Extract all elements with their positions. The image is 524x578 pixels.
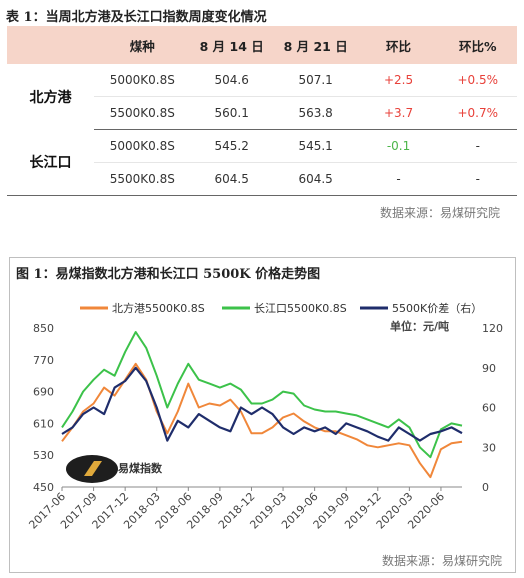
unit-label: 单位：元/吨 [390,319,449,333]
right-tick-label: 30 [482,441,496,454]
cell-aug14: 604.5 [190,162,273,196]
header-pct: 环比% [438,26,517,64]
table-source: 数据来源：易煤研究院 [380,206,501,220]
cell-pct: +0.5% [438,64,517,97]
cell-aug21: 604.5 [272,162,359,196]
cell-aug21: 545.1 [272,129,359,163]
chart-frame: 图 1：易煤指数北方港和长江口 5500K 价格走势图 450 530 610 690… [9,257,516,573]
header-chg: 环比 [358,26,439,64]
table-header-row: 煤种 8 月 14 日 8 月 21 日 环比 环比% [7,26,517,64]
right-tick-label: 90 [482,362,496,375]
cell-aug14: 504.6 [190,64,273,97]
price-change-table: 煤种 8 月 14 日 8 月 21 日 环比 环比% 北方港 5000K0.8… [7,26,517,196]
cell-aug21: 507.1 [272,64,359,97]
header-aug14: 8 月 14 日 [190,26,273,64]
cell-coal: 5500K0.8S [93,162,191,196]
cell-pct: - [438,129,517,163]
left-tick-label: 450 [33,481,54,494]
table-caption: 表 1：当周北方港及长江口指数周度变化情况 [6,10,267,25]
price-trend-chart: 4505306106907708500306090120单位：元/吨2017-0… [26,301,503,532]
cell-pct: - [438,162,517,196]
table-row: 北方港 5000K0.8S 504.6 507.1 +2.5 +0.5% [7,64,517,106]
header-region [7,26,94,64]
series-line-1 [61,331,463,459]
cell-pct: +0.7% [438,96,517,130]
table-row: 长江口 5000K0.8S 545.2 545.1 -0.1 - [7,129,517,196]
cell-aug14: 560.1 [190,96,273,130]
right-tick-label: 120 [482,322,503,335]
header-coal: 煤种 [93,26,191,64]
cell-aug14: 545.2 [190,129,273,163]
cell-coal: 5000K0.8S [93,64,191,97]
legend-label: 长江口5500K0.8S [254,302,347,315]
cell-chg: +2.5 [358,64,439,97]
left-tick-label: 770 [33,354,54,367]
chart-source: 数据来源：易煤研究院 [382,554,503,568]
cell-coal: 5000K0.8S [93,129,191,163]
region-north: 北方港 [29,89,72,106]
series-line-0 [61,362,463,479]
cell-chg: +3.7 [358,96,439,130]
table-row: 5500K0.8S 560.1 563.8 +3.7 +0.7% [7,96,517,130]
left-tick-label: 850 [33,322,54,335]
chart-caption: 图 1：易煤指数北方港和长江口 5500K 价格走势图 [16,267,321,282]
left-tick-label: 530 [33,449,54,462]
cell-chg: - [358,162,439,196]
cell-coal: 5500K0.8S [93,96,191,130]
header-aug21: 8 月 21 日 [272,26,359,64]
left-tick-label: 610 [33,417,54,430]
right-tick-label: 60 [482,402,496,415]
table-row: 5500K0.8S 604.5 604.5 - - [7,162,517,196]
series-line-2 [61,366,463,442]
right-tick-label: 0 [482,481,489,494]
legend-label: 北方港5500K0.8S [112,301,205,315]
cell-aug21: 563.8 [272,96,359,130]
left-tick-label: 690 [33,386,54,399]
cell-chg: -0.1 [358,129,439,163]
region-yangtze: 长江口 [7,129,94,196]
watermark-logo-mark [84,461,102,476]
legend-label: 5500K价差（右） [392,301,482,315]
watermark-text: 易煤指数 [118,461,163,475]
